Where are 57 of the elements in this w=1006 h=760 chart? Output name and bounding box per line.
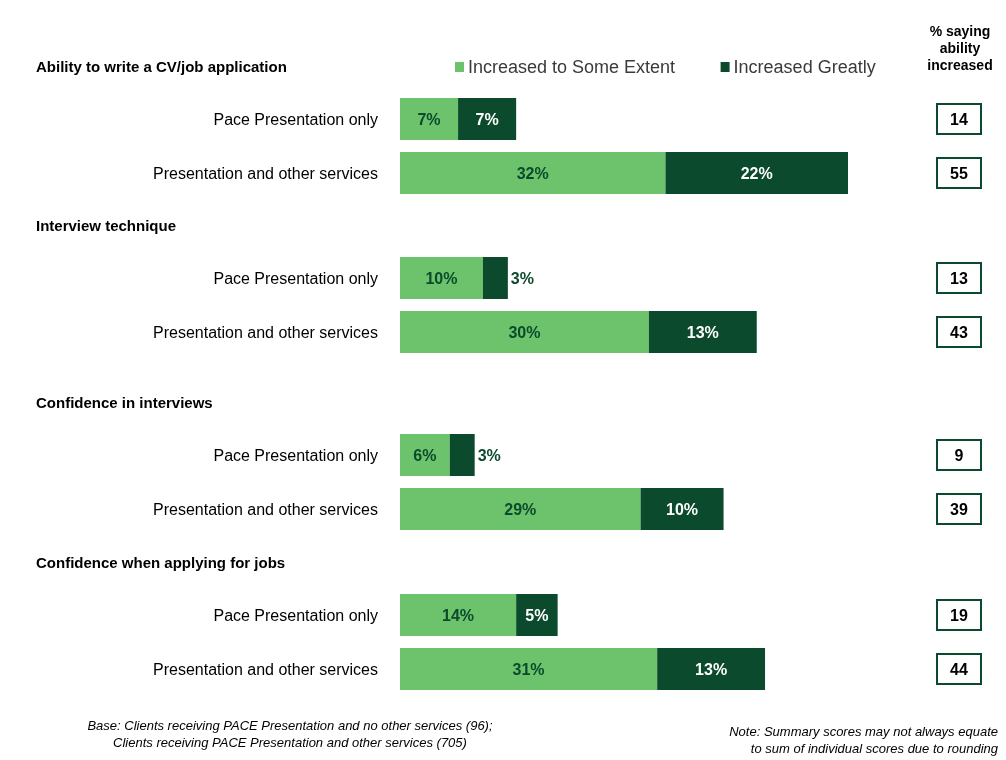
text: 44 bbox=[950, 660, 968, 678]
bar bbox=[400, 311, 649, 353]
text: 19 bbox=[950, 606, 968, 624]
bar bbox=[449, 434, 475, 476]
y-tick-label: Pace Presentation only bbox=[213, 606, 378, 624]
text: 14 bbox=[950, 110, 968, 128]
y-tick-label: Pace Presentation only bbox=[213, 269, 378, 287]
data-label: 3% bbox=[510, 269, 534, 287]
text: Confidence when applying for jobs bbox=[36, 554, 286, 572]
data-label: 30% bbox=[508, 323, 541, 341]
text: Ability to write a CV/job application bbox=[36, 58, 287, 76]
text: 9 bbox=[954, 446, 964, 464]
data-label: 13% bbox=[695, 660, 728, 678]
text: 43 bbox=[950, 323, 968, 341]
text: 55 bbox=[950, 164, 968, 182]
bar bbox=[400, 594, 517, 636]
bar bbox=[657, 648, 766, 690]
bar bbox=[400, 434, 450, 476]
y-tick-label: Pace Presentation only bbox=[213, 446, 378, 464]
text: Base: Clients receiving PACE Presentation and no other services (96); Clients receiving PACE Presentation and other services (705) bbox=[87, 718, 493, 750]
data-label: 7% bbox=[417, 110, 441, 128]
legend-label: Increased Greatly bbox=[733, 57, 876, 78]
text: 39 bbox=[950, 500, 968, 518]
data-label: 10% bbox=[666, 500, 699, 518]
legend-label: Increased to Some Extent bbox=[468, 57, 676, 78]
y-tick-label: Presentation and other services bbox=[152, 500, 378, 518]
data-label: 5% bbox=[525, 606, 549, 624]
data-label: 13% bbox=[686, 323, 719, 341]
y-tick-label: Presentation and other services bbox=[152, 660, 378, 678]
bar bbox=[400, 152, 666, 194]
bar bbox=[665, 152, 848, 194]
data-label: 6% bbox=[413, 446, 437, 464]
data-label: 29% bbox=[504, 500, 537, 518]
bar bbox=[400, 257, 483, 299]
data-label: 31% bbox=[512, 660, 545, 678]
bar bbox=[400, 648, 658, 690]
bar bbox=[648, 311, 757, 353]
data-label: 10% bbox=[425, 269, 458, 287]
y-tick-label: Presentation and other services bbox=[152, 323, 378, 341]
bar bbox=[400, 98, 459, 140]
bar bbox=[400, 488, 641, 530]
bar bbox=[482, 257, 508, 299]
text: Confidence in interviews bbox=[36, 394, 213, 412]
bar bbox=[516, 594, 558, 636]
text: % saying ability increased bbox=[927, 23, 993, 73]
data-label: 32% bbox=[516, 164, 549, 182]
data-label: 3% bbox=[477, 446, 501, 464]
data-label: 22% bbox=[740, 164, 773, 182]
y-tick-label: Presentation and other services bbox=[152, 164, 378, 182]
data-label: 7% bbox=[475, 110, 499, 128]
text: Interview technique bbox=[36, 217, 177, 235]
data-label: 14% bbox=[442, 606, 475, 624]
bar bbox=[458, 98, 517, 140]
bar bbox=[640, 488, 724, 530]
y-tick-label: Pace Presentation only bbox=[213, 110, 378, 128]
text: 13 bbox=[950, 269, 968, 287]
text: Note: Summary scores may not always equate to sum of individual scores due to rounding bbox=[729, 724, 999, 756]
